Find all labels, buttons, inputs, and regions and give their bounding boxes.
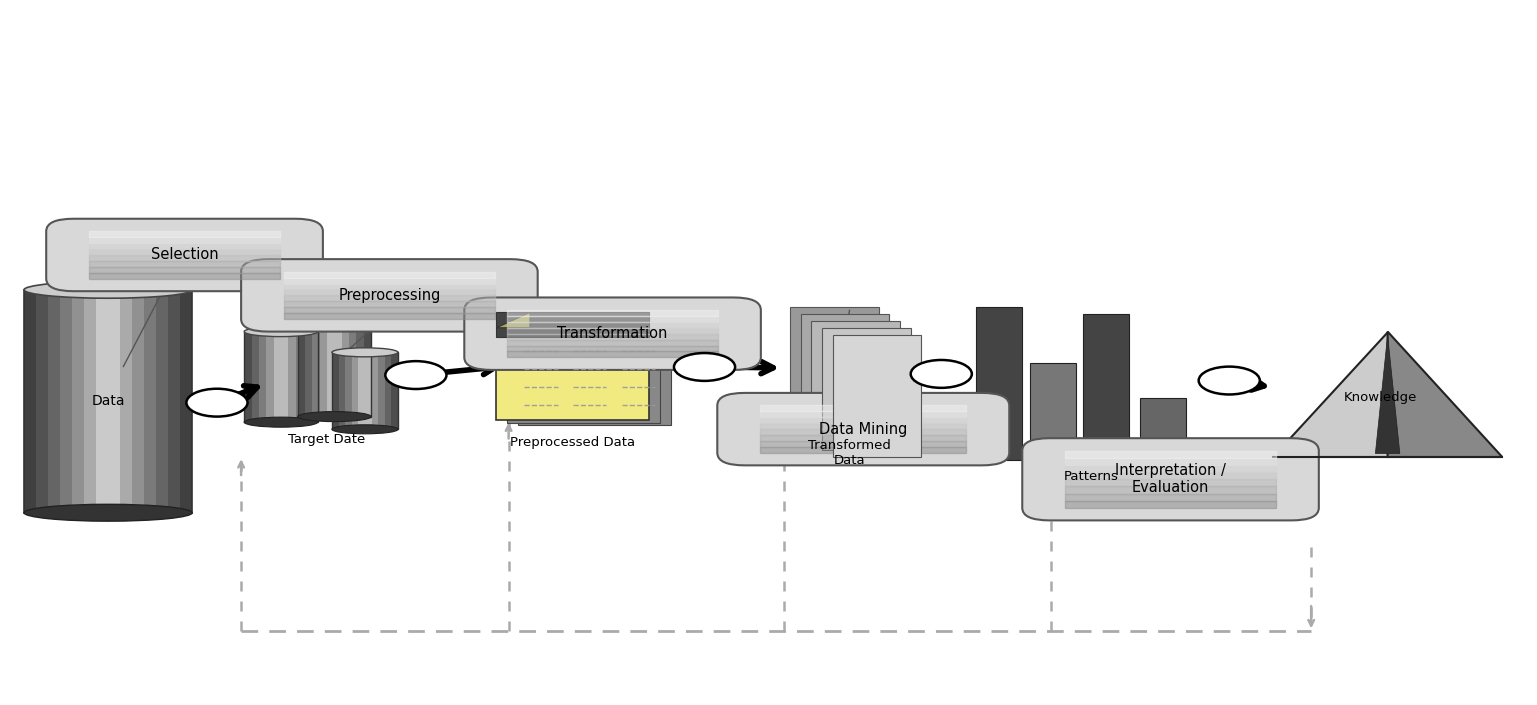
Polygon shape — [341, 326, 349, 417]
Polygon shape — [244, 331, 252, 422]
Polygon shape — [258, 331, 266, 422]
Ellipse shape — [332, 425, 398, 434]
Circle shape — [186, 388, 247, 417]
Polygon shape — [357, 326, 364, 417]
Ellipse shape — [332, 348, 398, 357]
FancyBboxPatch shape — [46, 219, 323, 291]
Polygon shape — [180, 290, 192, 513]
FancyBboxPatch shape — [241, 259, 538, 331]
Polygon shape — [507, 315, 659, 423]
Polygon shape — [25, 290, 35, 513]
FancyBboxPatch shape — [464, 298, 761, 370]
Text: Transformed
Data: Transformed Data — [808, 439, 891, 467]
Polygon shape — [833, 335, 921, 457]
Polygon shape — [392, 352, 398, 429]
Polygon shape — [327, 326, 335, 417]
Text: Target Date: Target Date — [287, 433, 366, 446]
Polygon shape — [295, 331, 303, 422]
Polygon shape — [1030, 363, 1076, 460]
Polygon shape — [252, 331, 258, 422]
Ellipse shape — [244, 417, 318, 427]
Text: Knowledge: Knowledge — [1343, 391, 1417, 404]
Ellipse shape — [298, 321, 370, 331]
Polygon shape — [346, 352, 352, 429]
Polygon shape — [303, 331, 310, 422]
Ellipse shape — [298, 412, 370, 422]
Polygon shape — [812, 321, 901, 443]
Text: Patterns: Patterns — [1064, 470, 1119, 482]
Polygon shape — [168, 290, 180, 513]
Polygon shape — [332, 352, 338, 429]
Polygon shape — [48, 290, 60, 513]
Text: Interpretation /
Evaluation: Interpretation / Evaluation — [1116, 463, 1227, 496]
Polygon shape — [358, 352, 364, 429]
Polygon shape — [801, 314, 890, 436]
Polygon shape — [1273, 331, 1388, 457]
Polygon shape — [72, 290, 85, 513]
Ellipse shape — [25, 504, 192, 521]
Ellipse shape — [244, 326, 318, 336]
Text: Data Mining: Data Mining — [819, 422, 907, 436]
FancyBboxPatch shape — [1022, 439, 1319, 520]
Polygon shape — [1140, 398, 1187, 460]
Polygon shape — [35, 290, 48, 513]
Polygon shape — [312, 326, 320, 417]
Polygon shape — [338, 352, 346, 429]
Polygon shape — [85, 290, 97, 513]
Polygon shape — [120, 290, 132, 513]
Polygon shape — [790, 307, 879, 429]
Polygon shape — [384, 352, 392, 429]
Ellipse shape — [25, 281, 192, 298]
Polygon shape — [132, 290, 144, 513]
Polygon shape — [364, 326, 370, 417]
Polygon shape — [157, 290, 168, 513]
Polygon shape — [298, 326, 304, 417]
Polygon shape — [1084, 314, 1130, 460]
Polygon shape — [364, 352, 372, 429]
Polygon shape — [266, 331, 274, 422]
Polygon shape — [518, 317, 670, 425]
Circle shape — [1199, 367, 1260, 395]
Polygon shape — [496, 312, 649, 420]
Polygon shape — [97, 290, 108, 513]
Polygon shape — [304, 326, 312, 417]
Circle shape — [673, 353, 735, 381]
Polygon shape — [320, 326, 327, 417]
Polygon shape — [372, 352, 378, 429]
Text: Selection: Selection — [151, 247, 218, 262]
Polygon shape — [289, 331, 295, 422]
Text: Preprocessing: Preprocessing — [338, 288, 441, 303]
Polygon shape — [281, 331, 289, 422]
Polygon shape — [1388, 331, 1502, 457]
Polygon shape — [496, 312, 530, 328]
Polygon shape — [1376, 335, 1400, 453]
FancyBboxPatch shape — [718, 393, 1010, 465]
Circle shape — [386, 361, 446, 389]
Text: Preprocessed Data: Preprocessed Data — [510, 436, 635, 449]
Text: Transformation: Transformation — [558, 326, 667, 341]
Polygon shape — [60, 290, 72, 513]
Polygon shape — [310, 331, 318, 422]
Polygon shape — [822, 328, 910, 450]
Text: Data: Data — [91, 394, 124, 408]
Polygon shape — [496, 312, 649, 337]
Polygon shape — [378, 352, 384, 429]
Polygon shape — [108, 290, 120, 513]
Polygon shape — [144, 290, 157, 513]
Polygon shape — [335, 326, 341, 417]
Polygon shape — [274, 331, 281, 422]
Polygon shape — [349, 326, 357, 417]
Polygon shape — [352, 352, 358, 429]
Polygon shape — [976, 307, 1022, 460]
Circle shape — [911, 360, 971, 388]
